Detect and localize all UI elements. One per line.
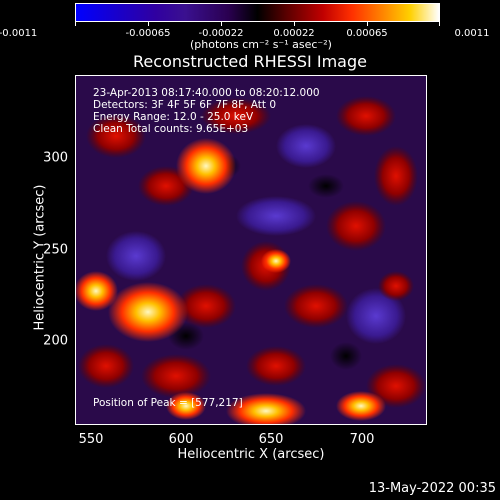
x-tick-label: 700 (349, 432, 375, 447)
colorbar-tickmark (221, 21, 222, 26)
background-blobs (78, 96, 426, 408)
colorbar-tick-label: -0.00065 (125, 28, 171, 39)
colorbar-tickmark (75, 21, 76, 26)
colorbar-units: (photons cm⁻² s⁻¹ asec⁻²) (190, 38, 332, 51)
y-tick-label: 250 (43, 242, 68, 258)
colorbar-tick-label: -0.00022 (198, 28, 244, 39)
image-plot[interactable] (75, 75, 427, 425)
x-tick-label: 600 (168, 432, 194, 447)
colorbar-tick-label: -0.0011 (0, 28, 38, 39)
colorbar-tick-label: 0.00065 (346, 28, 388, 39)
image-heatmap (76, 76, 426, 424)
colorbar-tickmark (148, 21, 149, 26)
colorbar-tickmark (439, 21, 440, 26)
x-axis-title: Heliocentric X (arcsec) (177, 447, 325, 462)
colorbar-tick-label: 0.0011 (454, 28, 490, 39)
peak-source (108, 282, 188, 342)
annotation-detectors: Detectors: 3F 4F 5F 6F 7F 8F, Att 0 (93, 99, 277, 111)
colorbar-tickmark (367, 21, 368, 26)
secondary-source (176, 138, 236, 194)
annotation-clean: Clean Total counts: 9.65E+03 (93, 123, 249, 135)
x-tick-label: 650 (258, 432, 284, 447)
annotation-energy: Energy Range: 12.0 - 25.0 keV (93, 111, 254, 123)
colorbar-tickmark (294, 21, 295, 26)
bright-sources (76, 138, 414, 424)
colorbar-tick-label: 0.00022 (273, 28, 315, 39)
annotation-peak: Position of Peak = [577,217] (93, 397, 243, 409)
y-tick-label: 300 (43, 150, 68, 166)
plot-title: Reconstructed RHESSI Image (133, 52, 367, 71)
y-axis-title: Heliocentric Y (arcsec) (32, 184, 48, 331)
x-tick-label: 550 (78, 432, 104, 447)
colorbar (75, 3, 440, 22)
y-tick-label: 200 (43, 333, 68, 349)
annotation-time: 23-Apr-2013 08:17:40.000 to 08:20:12.000 (93, 87, 320, 99)
generation-date: 13-May-2022 00:35 (368, 481, 496, 496)
